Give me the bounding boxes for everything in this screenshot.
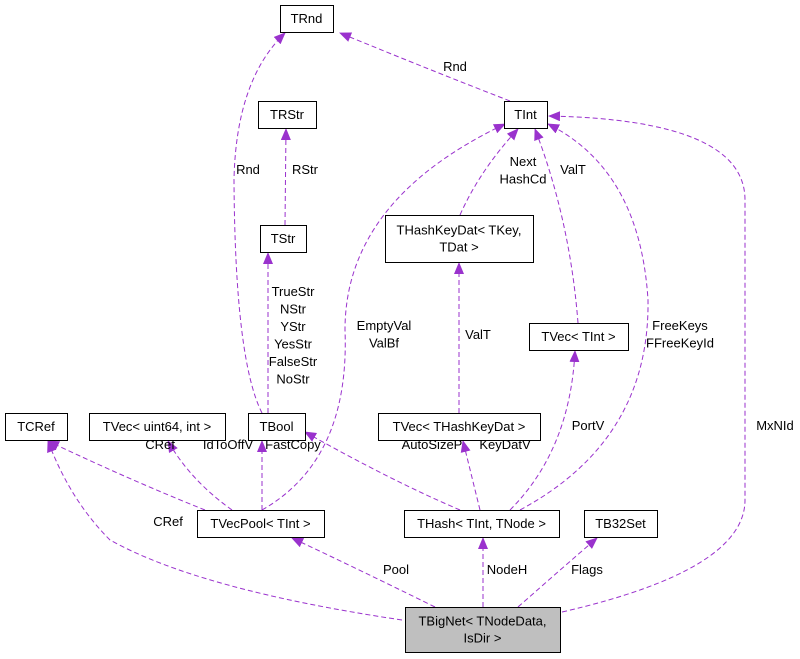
node-tvec-tint[interactable]: TVec< TInt > <box>529 323 629 351</box>
node-thashkeydat[interactable]: THashKeyDat< TKey, TDat > <box>385 215 534 263</box>
node-label: TBool <box>260 419 294 434</box>
edge-label: ValT <box>465 327 491 342</box>
edges-layer <box>47 32 746 621</box>
edge-tint-to-trnd <box>339 32 511 102</box>
node-box[interactable] <box>89 413 226 441</box>
edge-tbignet-to-tcref <box>47 440 403 621</box>
edge-label: CRef <box>153 514 183 529</box>
node-label: TB32Set <box>595 516 646 531</box>
node-label: TCRef <box>17 419 55 434</box>
node-tb32set[interactable]: TB32Set <box>584 510 658 538</box>
edge-tbignet-to-tb32set <box>517 537 598 608</box>
edge-thash-to-tbool <box>304 431 461 511</box>
edge-label: MxNId <box>756 418 794 433</box>
node-label: TBigNet< TNodeData, <box>418 614 546 629</box>
node-label: TStr <box>271 231 296 246</box>
edge-tvecpool-to-tvec-uint64 <box>167 440 233 511</box>
node-box[interactable] <box>248 413 306 441</box>
node-label: THashKeyDat< TKey, <box>397 223 522 238</box>
edge-label: Flags <box>571 562 603 577</box>
node-trstr[interactable]: TRStr <box>258 101 317 129</box>
node-box[interactable] <box>529 323 629 351</box>
edge-thash-to-tint <box>519 123 649 511</box>
edge-label: Pool <box>383 562 409 577</box>
node-box[interactable] <box>584 510 658 538</box>
node-label: TRnd <box>291 11 323 26</box>
edge-label: ValBf <box>369 336 399 351</box>
edge-label: HashCd <box>500 172 547 187</box>
node-label: TVec< THashKeyDat > <box>393 419 526 434</box>
node-label: THash< TInt, TNode > <box>417 516 546 531</box>
node-tbool[interactable]: TBool <box>248 413 306 441</box>
node-label: TRStr <box>270 107 305 122</box>
node-label: IsDir > <box>464 631 502 646</box>
node-box[interactable] <box>260 225 307 253</box>
edge-label: NodeH <box>487 562 527 577</box>
node-box[interactable] <box>5 413 68 441</box>
node-box[interactable] <box>405 607 561 653</box>
edge-tbignet-to-tvecpool <box>291 537 436 608</box>
node-label: TDat > <box>439 240 478 255</box>
node-tcref[interactable]: TCRef <box>5 413 68 441</box>
node-label: TVecPool< TInt > <box>210 516 310 531</box>
edge-label: FFreeKeyId <box>646 336 714 351</box>
node-box[interactable] <box>197 510 325 538</box>
edge-label: Next <box>510 154 537 169</box>
edge-label: FreeKeys <box>652 318 708 333</box>
node-tint[interactable]: TInt <box>504 101 548 129</box>
node-box[interactable] <box>504 101 548 129</box>
edge-label: FalseStr <box>269 354 318 369</box>
edge-label: NoStr <box>276 372 310 387</box>
node-tstr[interactable]: TStr <box>260 225 307 253</box>
node-box[interactable] <box>258 101 317 129</box>
edge-label: EmptyVal <box>357 318 412 333</box>
edge-tbool-to-trnd <box>233 32 286 414</box>
node-tvec-thashkeydat[interactable]: TVec< THashKeyDat > <box>378 413 541 441</box>
node-box[interactable] <box>280 5 334 33</box>
edge-label: RStr <box>292 162 319 177</box>
edge-label: YesStr <box>274 337 312 352</box>
node-label: TVec< TInt > <box>541 329 615 344</box>
edge-label: PortV <box>572 418 605 433</box>
edge-label: Rnd <box>236 162 260 177</box>
node-box[interactable] <box>378 413 541 441</box>
edge-thashkeydat-to-tint <box>459 128 519 216</box>
node-tvec-uint64[interactable]: TVec< uint64, int > <box>89 413 226 441</box>
edge-label: ValT <box>560 162 586 177</box>
edge-label: Rnd <box>443 59 467 74</box>
node-thash[interactable]: THash< TInt, TNode > <box>404 510 560 538</box>
node-trnd[interactable]: TRnd <box>280 5 334 33</box>
edge-label: TrueStr <box>272 284 316 299</box>
edge-labels-layer: Rnd Rnd RStr TrueStr NStr YStr YesStr FalseStr N… <box>145 59 794 577</box>
edge-tvec-tint-to-tint <box>534 128 579 324</box>
node-box[interactable] <box>404 510 560 538</box>
edge-thash-to-tvec-thashkeydat <box>460 440 481 511</box>
node-tvecpool[interactable]: TVecPool< TInt > <box>197 510 325 538</box>
nodes-layer: TRnd TRStr TInt TStr THashKeyDat< TKey, TDat … <box>5 5 658 653</box>
node-label: TVec< uint64, int > <box>103 419 211 434</box>
node-label: TInt <box>514 107 537 122</box>
node-box[interactable] <box>385 215 534 263</box>
edge-tstr-to-trstr <box>280 128 291 226</box>
edge-tvecpool-to-tint <box>261 123 506 511</box>
node-tbignet[interactable]: TBigNet< TNodeData, IsDir > <box>405 607 561 653</box>
edge-label: YStr <box>280 319 306 334</box>
edge-tvecpool-to-tcref <box>47 440 206 511</box>
edge-label: NStr <box>280 302 307 317</box>
edge-thash-to-tvec-tint <box>509 350 580 511</box>
edge-tbignet-to-tint <box>548 111 746 613</box>
